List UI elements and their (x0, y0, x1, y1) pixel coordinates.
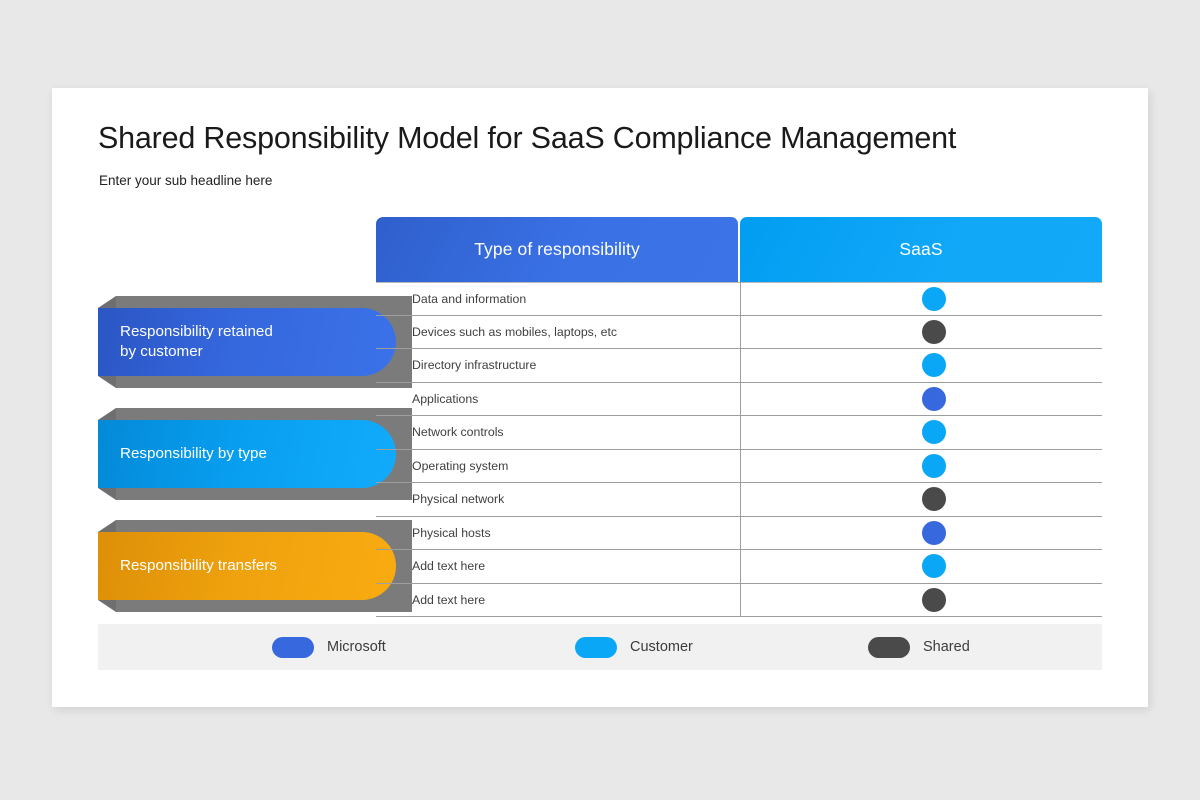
stage-responsibility-by-type[interactable]: Responsibility by type (98, 408, 412, 500)
saas-responsibility-dot-customer (922, 554, 946, 579)
saas-responsibility-dot-customer (922, 353, 946, 378)
legend-label: Shared (923, 639, 970, 655)
saas-responsibility-dot-microsoft (922, 386, 946, 411)
table-row[interactable]: Add text here (376, 550, 1102, 584)
table-row[interactable]: Devices such as mobiles, laptops, etc (376, 316, 1102, 349)
legend-item-shared[interactable]: Shared (868, 636, 970, 658)
slide-card: Shared Responsibility Model for SaaS Com… (52, 88, 1148, 707)
column-header-type-of-responsibility[interactable]: Type of responsibility (376, 217, 738, 282)
row-label: Directory infrastructure (412, 358, 537, 373)
stage-responsibility-retained-by-customer[interactable]: Responsibility retained by customer (98, 296, 412, 388)
column-header-label: SaaS (899, 239, 943, 259)
table-header-row: Type of responsibility SaaS (376, 217, 1102, 282)
row-label: Add text here (412, 559, 486, 574)
row-label: Add text here (412, 592, 486, 607)
saas-responsibility-dot-customer (922, 420, 946, 445)
table-row[interactable]: Operating system (376, 450, 1102, 483)
row-label: Operating system (412, 458, 509, 473)
stage-label: Responsibility retained by customer (120, 322, 273, 360)
table-row[interactable]: Directory infrastructure (376, 349, 1102, 383)
stage-responsibility-transfers[interactable]: Responsibility transfers (98, 520, 412, 612)
stage-body: Responsibility transfers (98, 532, 396, 600)
saas-responsibility-dot-customer (922, 286, 946, 311)
saas-responsibility-dot-shared (922, 487, 946, 512)
stage-body: Responsibility by type (98, 420, 396, 488)
row-label: Physical hosts (412, 525, 491, 540)
legend: Microsoft Customer Shared (98, 624, 1102, 670)
row-label: Applications (412, 391, 479, 406)
column-header-label: Type of responsibility (474, 239, 640, 259)
table-row[interactable]: Network controls (376, 416, 1102, 450)
saas-responsibility-dot-shared (922, 319, 946, 344)
row-label: Physical network (412, 492, 505, 507)
saas-responsibility-dot-microsoft (922, 520, 946, 545)
table-row[interactable]: Physical network (376, 483, 1102, 517)
saas-responsibility-dot-shared (922, 587, 946, 612)
legend-item-microsoft[interactable]: Microsoft (272, 636, 386, 658)
stage-body: Responsibility retained by customer (98, 308, 396, 376)
legend-swatch-customer-icon (575, 636, 617, 658)
table-row[interactable]: Data and information (376, 282, 1102, 316)
stage-label: Responsibility by type (120, 444, 267, 462)
table-row[interactable]: Physical hosts (376, 517, 1102, 550)
row-label: Data and information (412, 291, 527, 306)
legend-item-customer[interactable]: Customer (575, 636, 693, 658)
row-label: Network controls (412, 425, 504, 440)
page-title: Shared Responsibility Model for SaaS Com… (98, 121, 957, 155)
responsibility-matrix: Type of responsibility SaaS Data and inf… (376, 217, 1102, 707)
saas-responsibility-dot-customer (922, 453, 946, 478)
legend-swatch-microsoft-icon (272, 636, 314, 658)
column-header-saas[interactable]: SaaS (740, 217, 1102, 282)
table-row[interactable]: Applications (376, 383, 1102, 416)
column-divider (740, 282, 741, 617)
legend-swatch-shared-icon (868, 636, 910, 658)
stage-label: Responsibility transfers (120, 556, 277, 574)
row-label: Devices such as mobiles, laptops, etc (412, 324, 618, 339)
table-body: Data and information Devices such as mobi… (376, 282, 1102, 617)
legend-label: Customer (630, 639, 693, 655)
table-row[interactable]: Add text here (376, 584, 1102, 617)
legend-label: Microsoft (327, 639, 386, 655)
page-subtitle: Enter your sub headline here (99, 173, 273, 188)
